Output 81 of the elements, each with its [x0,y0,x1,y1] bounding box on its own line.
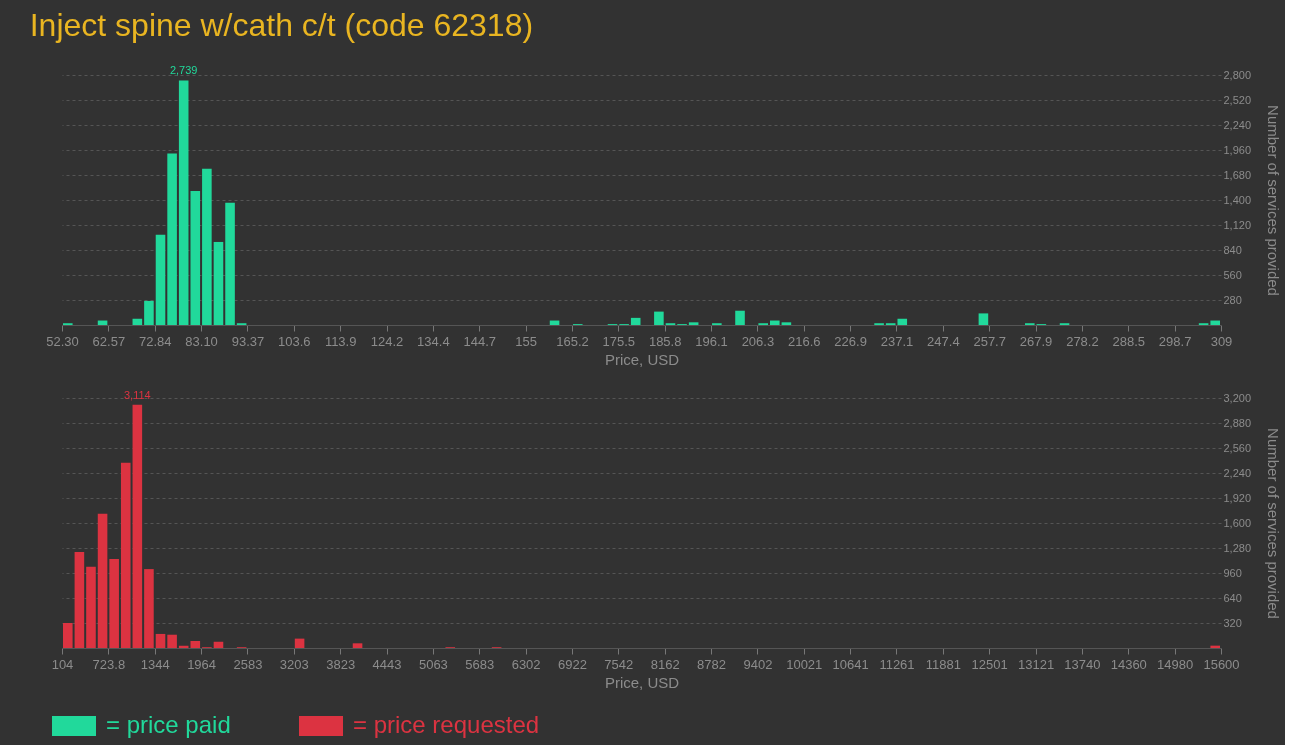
y-tick-label: 1,280 [1223,541,1252,554]
y-tick-label: 560 [1223,268,1242,281]
x-tick-label: 52.30 [46,333,79,349]
x-tick-label: 1344 [140,656,170,672]
x-tick-label: 257.7 [973,333,1006,349]
y-tick-label: 2,520 [1223,93,1252,106]
y-axis-title: Number of services provided [1265,428,1283,619]
y-tick-label: 2,240 [1223,118,1252,131]
y-tick-label: 2,800 [1223,68,1252,81]
x-tick-label: 104 [51,656,74,672]
x-tick-label: 15600 [1203,656,1240,672]
x-tick-label: 1964 [187,656,217,672]
y-tick-label: 2,880 [1223,416,1252,429]
x-tick-label: 165.2 [556,333,589,349]
x-tick-label: 13121 [1017,656,1055,672]
x-tick-label: 113.9 [324,333,357,349]
x-tick-label: 723.8 [92,656,126,672]
y-tick-label: 1,400 [1223,193,1252,206]
y-axis-title: Number of services provided [1265,105,1283,296]
x-tick-label: 7542 [604,656,634,672]
x-tick-label: 237.1 [880,333,914,349]
x-tick-label: 5063 [418,656,448,672]
x-tick-label: 155 [515,333,537,349]
x-tick-label: 226.9 [834,333,867,349]
x-tick-label: 3203 [279,656,309,672]
data-label: 2,739 [169,64,198,77]
y-tick-label: 1,680 [1223,168,1252,181]
y-tick-label: 320 [1223,616,1242,629]
x-tick-label: 9402 [743,656,773,672]
x-tick-label: 216.6 [787,333,821,349]
x-tick-label: 298.7 [1158,333,1192,349]
x-tick-label: 6302 [511,656,541,672]
x-tick-label: 206.3 [741,333,775,349]
x-tick-label: 309 [1210,333,1233,349]
y-tick-label: 1,960 [1223,143,1252,156]
x-tick-label: 288.5 [1112,333,1146,349]
y-tick-label: 1,600 [1223,516,1252,529]
x-tick-label: 185.8 [648,333,682,349]
x-tick-label: 5683 [465,656,495,672]
chart-title: Inject spine w/cath c/t (code 62318) [29,7,534,44]
x-tick-label: 12501 [971,656,1008,672]
x-tick-label: 8782 [697,656,726,672]
x-tick-label: 83.10 [185,333,218,349]
y-tick-label: 640 [1223,591,1242,604]
y-tick-label: 3,200 [1223,391,1252,404]
x-tick-label: 196.1 [695,333,728,349]
x-tick-label: 10641 [832,656,869,672]
y-tick-label: 1,120 [1223,218,1252,231]
x-tick-label: 103.6 [278,333,311,349]
x-tick-label: 6922 [558,656,587,672]
x-tick-label: 124.2 [370,333,404,349]
legend-label: = price requested [353,711,540,738]
x-tick-label: 8162 [650,656,680,672]
x-tick-label: 62.57 [92,333,126,349]
x-tick-label: 10021 [786,656,823,672]
y-tick-label: 840 [1223,243,1242,256]
data-label: 3,114 [123,388,151,401]
x-tick-label: 11881 [925,656,961,672]
x-tick-label: 4443 [372,656,402,672]
x-tick-label: 13740 [1064,656,1101,672]
x-tick-label: 144.7 [463,333,497,349]
y-tick-label: 2,240 [1223,466,1252,479]
x-tick-label: 278.2 [1066,333,1099,349]
y-tick-label: 2,560 [1223,441,1252,454]
x-tick-label: 3823 [326,656,356,672]
x-tick-label: 72.84 [138,333,172,349]
x-tick-label: 134.4 [417,333,450,349]
x-axis-title: Price, USD [604,673,680,691]
x-tick-label: 14360 [1110,656,1147,672]
x-tick-label: 93.37 [231,333,265,349]
x-tick-label: 247.4 [927,333,960,349]
x-tick-label: 267.9 [1019,333,1053,349]
x-tick-label: 175.5 [602,333,636,349]
x-tick-label: 11261 [879,656,915,672]
x-axis-title: Price, USD [604,350,680,368]
y-tick-label: 1,920 [1223,491,1252,504]
x-tick-label: 2583 [233,656,263,672]
x-tick-label: 14980 [1157,656,1194,672]
y-tick-label: 280 [1223,293,1242,306]
legend-label: = price paid [106,711,231,738]
y-tick-label: 960 [1223,566,1242,579]
